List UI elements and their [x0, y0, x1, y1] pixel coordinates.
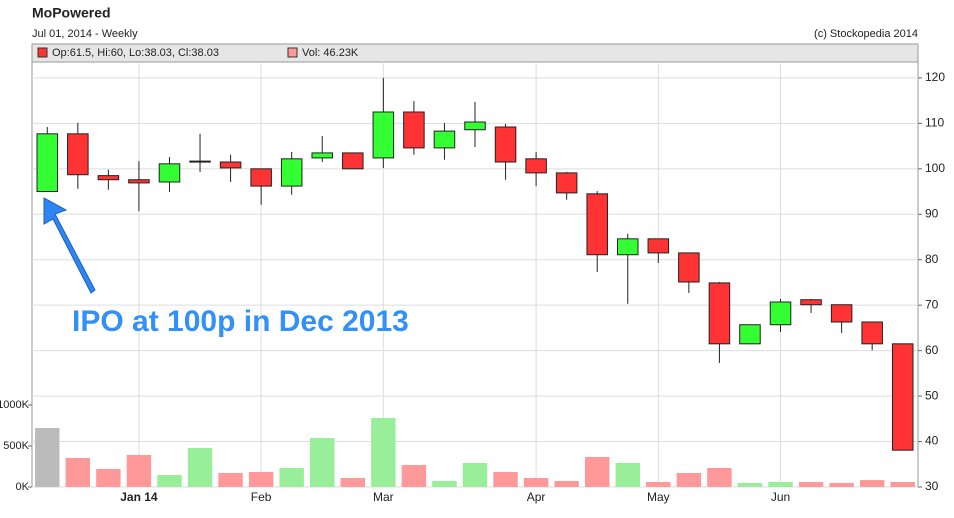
- volume-bar: [829, 482, 854, 487]
- volume-bar: [65, 457, 91, 487]
- volume-bar: [737, 482, 763, 487]
- y-tick-label: 110: [925, 116, 944, 130]
- volume-bar: [859, 480, 885, 487]
- candle-body: [861, 321, 883, 345]
- y-tick-label: 30: [925, 479, 939, 493]
- volume-bar: [615, 462, 640, 487]
- candle-body: [647, 238, 670, 254]
- candle-body: [219, 161, 242, 169]
- x-tick-label: Jan 14: [120, 490, 158, 504]
- legend-volume: Vol: 46.23K: [302, 47, 359, 59]
- volume-bar: [798, 481, 824, 487]
- volume-bar: [707, 467, 732, 487]
- candle-body: [708, 282, 731, 345]
- candle-body: [250, 168, 272, 187]
- chart-title: MoPowered: [32, 5, 111, 21]
- y2-tick-label: 500K: [3, 440, 29, 452]
- volume-bar: [248, 471, 274, 487]
- candle-body: [158, 163, 181, 183]
- volume-bar: [126, 455, 152, 487]
- volume-bar: [890, 481, 915, 487]
- y-tick-label: 90: [925, 206, 939, 220]
- y-tick-label: 60: [925, 343, 939, 357]
- legend-marker: [37, 47, 48, 58]
- volume-bar: [523, 477, 549, 487]
- x-tick-label: Feb: [251, 490, 272, 504]
- candle-body: [586, 193, 608, 256]
- volume-bar: [96, 468, 121, 487]
- candle-body: [464, 121, 486, 131]
- volume-bar: [279, 467, 304, 487]
- candle-body: [342, 152, 364, 170]
- candle-body: [280, 158, 303, 187]
- candle-body: [189, 160, 211, 163]
- volume-bar: [157, 475, 182, 487]
- candle-body: [678, 252, 700, 283]
- y-tick-label: 50: [925, 388, 939, 402]
- legend-marker: [287, 47, 298, 58]
- y-tick-label: 70: [925, 297, 939, 311]
- candle-body: [739, 324, 761, 345]
- annotation: IPO at 100p in Dec 2013: [72, 305, 409, 338]
- volume-bar: [432, 481, 457, 487]
- y-tick-label: 100: [925, 161, 945, 175]
- volume-bar: [768, 481, 793, 487]
- candle-body: [891, 343, 914, 451]
- volume-bar: [462, 462, 488, 487]
- volume-bar: [554, 481, 579, 487]
- candle-body: [555, 172, 578, 194]
- volume-bar: [676, 472, 702, 487]
- subtitle: Jul 01, 2014 - Weekly: [32, 28, 138, 40]
- volume-bar: [218, 472, 243, 487]
- candle-body: [67, 133, 89, 176]
- candle-body: [97, 175, 120, 181]
- candle-body: [372, 111, 395, 159]
- candle-body: [128, 179, 150, 184]
- x-tick-label: Jun: [771, 490, 790, 504]
- y-tick-label: 120: [925, 70, 945, 84]
- candle-body: [433, 130, 456, 149]
- volume-bar: [310, 437, 335, 487]
- x-tick-label: May: [647, 490, 670, 504]
- x-tick-label: Mar: [373, 490, 394, 504]
- candle-body: [525, 158, 547, 174]
- y2-tick-label: 1000K: [0, 399, 30, 411]
- credit: (c) Stockopedia 2014: [814, 28, 918, 40]
- volume-bar: [340, 477, 366, 487]
- volume-bar: [187, 447, 213, 487]
- candle-body: [494, 126, 517, 163]
- annotation-arrow: [43, 197, 96, 294]
- volume-bar: [584, 456, 610, 487]
- candle-body: [800, 299, 822, 306]
- volume-bar: [35, 427, 60, 487]
- candle-body: [830, 304, 853, 323]
- y-tick-label: 80: [925, 252, 939, 266]
- candle-body: [36, 133, 59, 193]
- y2-tick-label: 0K: [16, 481, 30, 493]
- legend-price: Op:61.5, Hi:60, Lo:38.03, Cl:38.03: [52, 47, 219, 59]
- y-tick-label: 40: [925, 434, 939, 448]
- volume-bar: [371, 418, 396, 487]
- candle-body: [616, 238, 639, 256]
- candle-body: [403, 111, 425, 149]
- volume-bar: [493, 471, 518, 487]
- volume-bar: [401, 465, 427, 487]
- candle-body: [311, 152, 334, 159]
- volume-bar: [646, 481, 671, 487]
- candle-body: [769, 301, 792, 326]
- x-tick-label: Apr: [527, 490, 546, 504]
